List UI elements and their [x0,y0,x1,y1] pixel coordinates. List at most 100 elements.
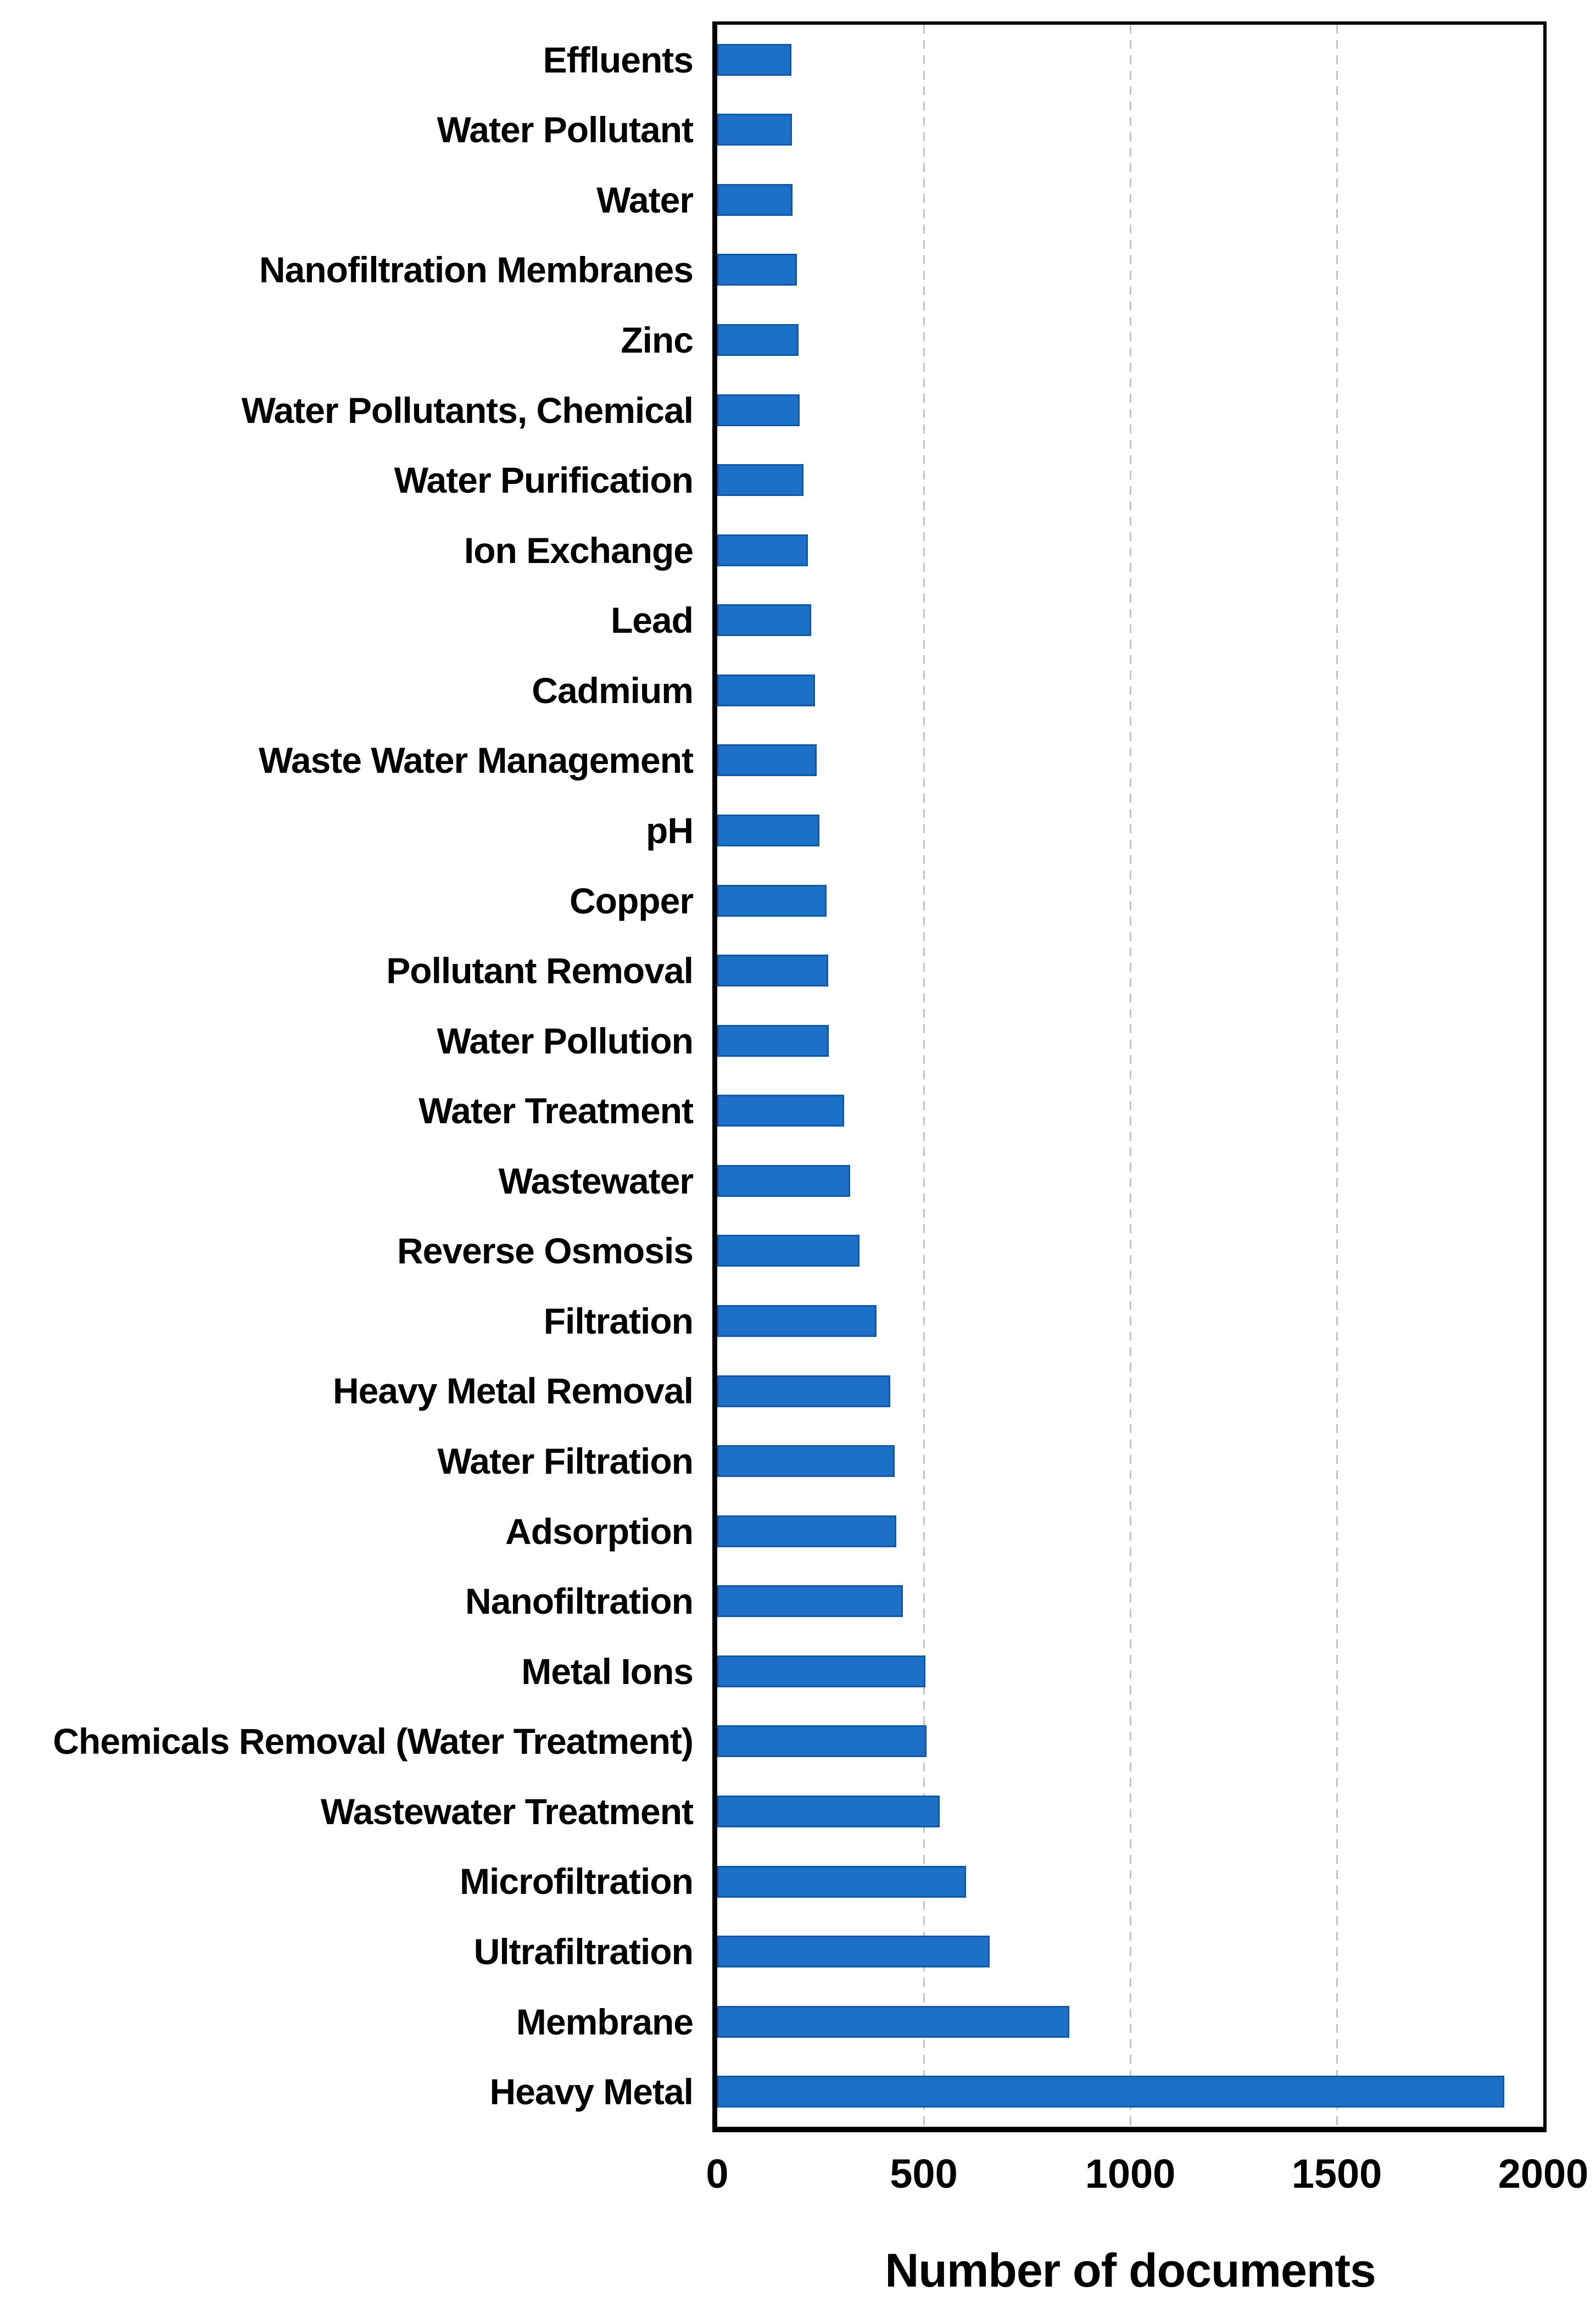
category-label: pH [646,810,694,851]
bar-row [717,165,1543,235]
bar [717,1164,851,1197]
bar-row [717,655,1543,726]
bar [717,464,804,497]
category-label: Wastewater Treatment [320,1791,694,1832]
bar-row [717,515,1543,586]
bar [717,254,797,286]
category-label: Water Pollutant [437,109,694,150]
bar-row [717,1707,1543,1777]
category-label: Reverse Osmosis [397,1230,694,1272]
bar-row [717,1847,1543,1917]
category-label: Ion Exchange [464,529,694,571]
bar [717,1585,903,1618]
bar-row [717,1076,1543,1146]
bar [717,1936,990,1968]
bar-row [717,1216,1543,1286]
bar [717,604,812,637]
bar [717,1445,895,1478]
bar [717,1725,927,1758]
category-label: Adsorption [505,1510,694,1552]
bar-row [717,1006,1543,1076]
bar-row [717,445,1543,515]
bar-row [717,866,1543,936]
category-label: Heavy Metal Removal [333,1370,694,1412]
category-label: Water [596,179,694,220]
bar [717,1795,940,1827]
bar-row [717,1636,1543,1707]
category-label: Water Filtration [437,1441,694,1482]
bar-row [717,1566,1543,1636]
bar [717,1095,844,1127]
bar-row [717,305,1543,375]
bar [717,534,808,566]
category-label: Membrane [516,2001,694,2042]
category-label: Water Pollutants, Chemical [241,389,694,431]
plot-area [712,21,1547,2132]
category-label: Water Purification [394,460,694,501]
bar [717,674,816,706]
bar [717,884,827,917]
category-label: Ultrafiltration [473,1931,694,1972]
bar [717,1515,897,1547]
gridline-1000 [1129,25,1131,2127]
bar [717,2076,1504,2108]
gridline-1500 [1336,25,1338,2127]
bar [717,1235,860,1267]
bar-row [717,95,1543,165]
bar [717,955,828,987]
bar [717,1024,829,1057]
category-label: Effluents [543,39,694,80]
bar-row [717,1916,1543,1987]
category-label: Water Treatment [418,1090,694,1131]
bar [717,324,799,356]
gridline-500 [923,25,925,2127]
category-label: Nanofiltration [465,1581,694,1622]
category-axis-labels: Effluents Water Pollutant Water Nanofiltrat… [0,25,694,2127]
bar-row [717,1286,1543,1356]
x-axis-tick-labels: 0 500 1000 1500 2000 [0,2150,1596,2211]
category-label: Waste Water Management [259,740,694,781]
bar-row [717,1146,1543,1216]
category-label: Heavy Metal [489,2071,694,2112]
category-label: Water Pollution [437,1020,694,1061]
category-label: Microfiltration [460,1861,694,1902]
bar-row [717,235,1543,305]
bar-row [717,795,1543,866]
bar [717,815,819,846]
bar-row [717,2056,1543,2127]
bar-row [717,1496,1543,1567]
category-label: Zinc [621,320,694,361]
bar [717,2005,1070,2038]
category-label: Nanofiltration Membranes [259,249,694,291]
bar-row [717,935,1543,1006]
bar-row [717,1426,1543,1496]
category-label: Chemicals Removal (Water Treatment) [53,1721,694,1762]
bar [717,1305,877,1337]
bar [717,1375,891,1407]
bar [717,1865,966,1898]
bar-row [717,586,1543,656]
x-tick-label: 1500 [1291,2151,1382,2197]
x-tick-label: 500 [890,2151,958,2197]
bar-row [717,25,1543,95]
plot-inner [717,25,1543,2127]
bar [717,183,793,216]
x-tick-label: 2000 [1498,2151,1589,2197]
category-label: Pollutant Removal [386,950,694,991]
x-axis-title: Number of documents [885,2244,1376,2297]
bar-row [717,1356,1543,1426]
bar [717,1655,925,1687]
category-label: Cadmium [532,670,694,711]
category-label: Copper [570,880,694,921]
category-label: Wastewater [498,1160,694,1201]
bar-row [717,1987,1543,2057]
category-label: Metal Ions [521,1651,694,1692]
bar-row [717,726,1543,796]
bar [717,114,793,146]
bar [717,744,817,777]
category-label: Lead [610,600,694,641]
bar [717,394,800,426]
x-tick-label: 0 [706,2151,729,2197]
bar [717,43,792,76]
